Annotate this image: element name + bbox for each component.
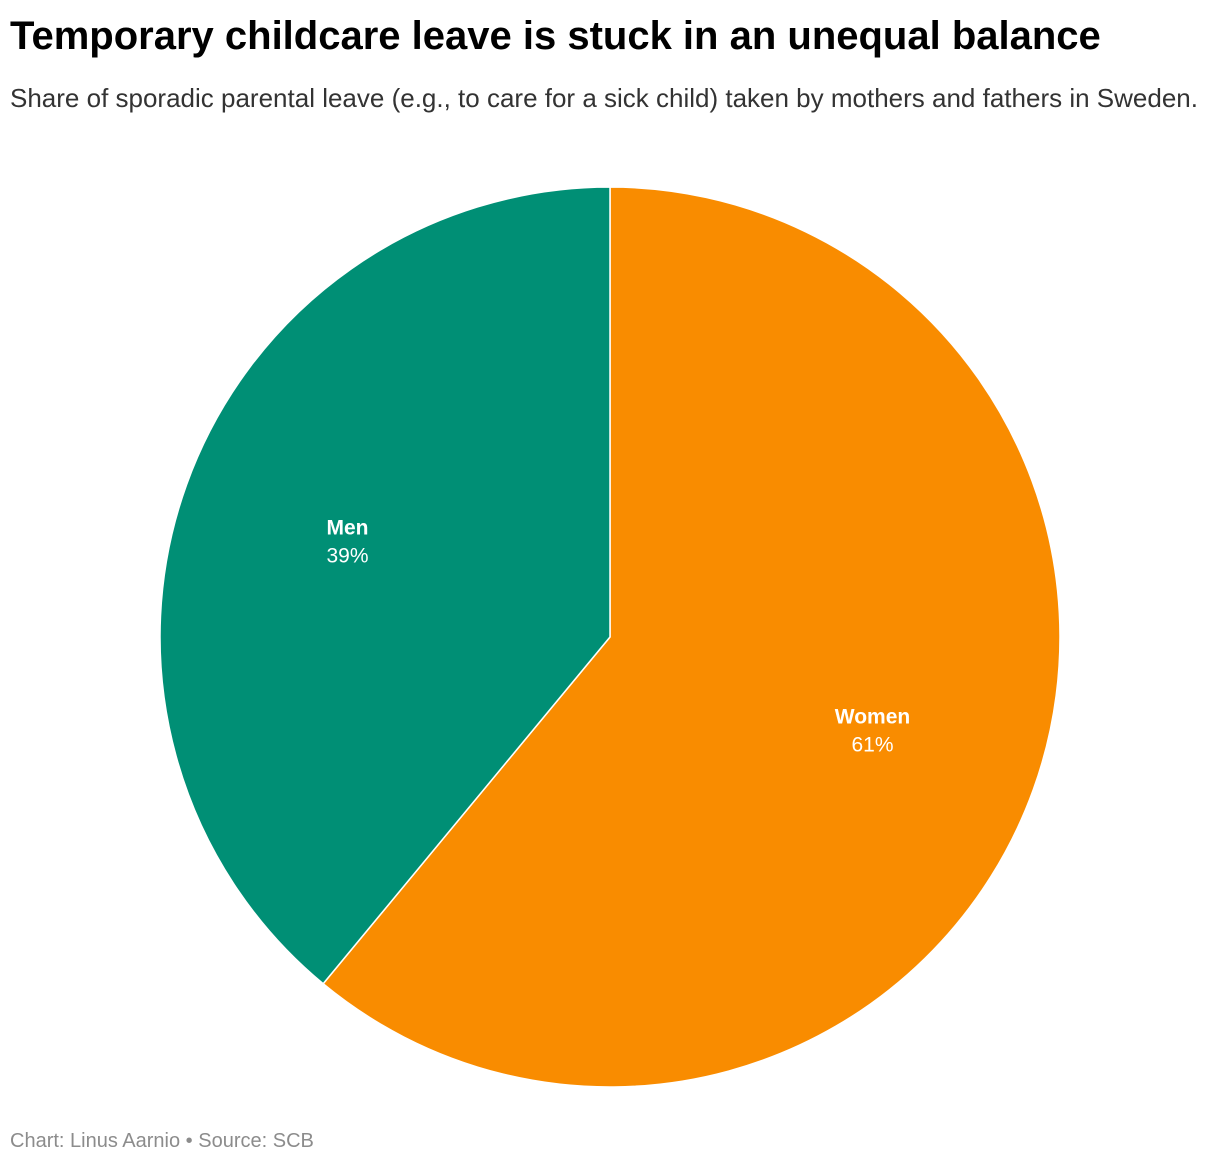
slice-label-value-men: 39%: [326, 544, 368, 567]
chart-source: Source: SCB: [198, 1130, 314, 1152]
chart-footer: Chart: Linus Aarnio • Source: SCB: [10, 1128, 314, 1154]
pie-slice-men: [159, 186, 611, 985]
chart-title: Temporary childcare leave is stuck in an…: [10, 14, 1101, 58]
slice-label-name-men: Men: [326, 516, 368, 539]
slice-label-value-women: 61%: [851, 734, 893, 757]
chart-credit: Chart: Linus Aarnio: [10, 1130, 181, 1152]
pie-labels: Women 61% Men 39%: [326, 516, 910, 756]
pie-slices: [159, 186, 1061, 1088]
pie-slice-women: [322, 186, 1061, 1088]
chart-subtitle: Share of sporadic parental leave (e.g., …: [10, 83, 1198, 113]
footer-separator: •: [185, 1130, 193, 1152]
slice-label-name-women: Women: [835, 706, 910, 729]
